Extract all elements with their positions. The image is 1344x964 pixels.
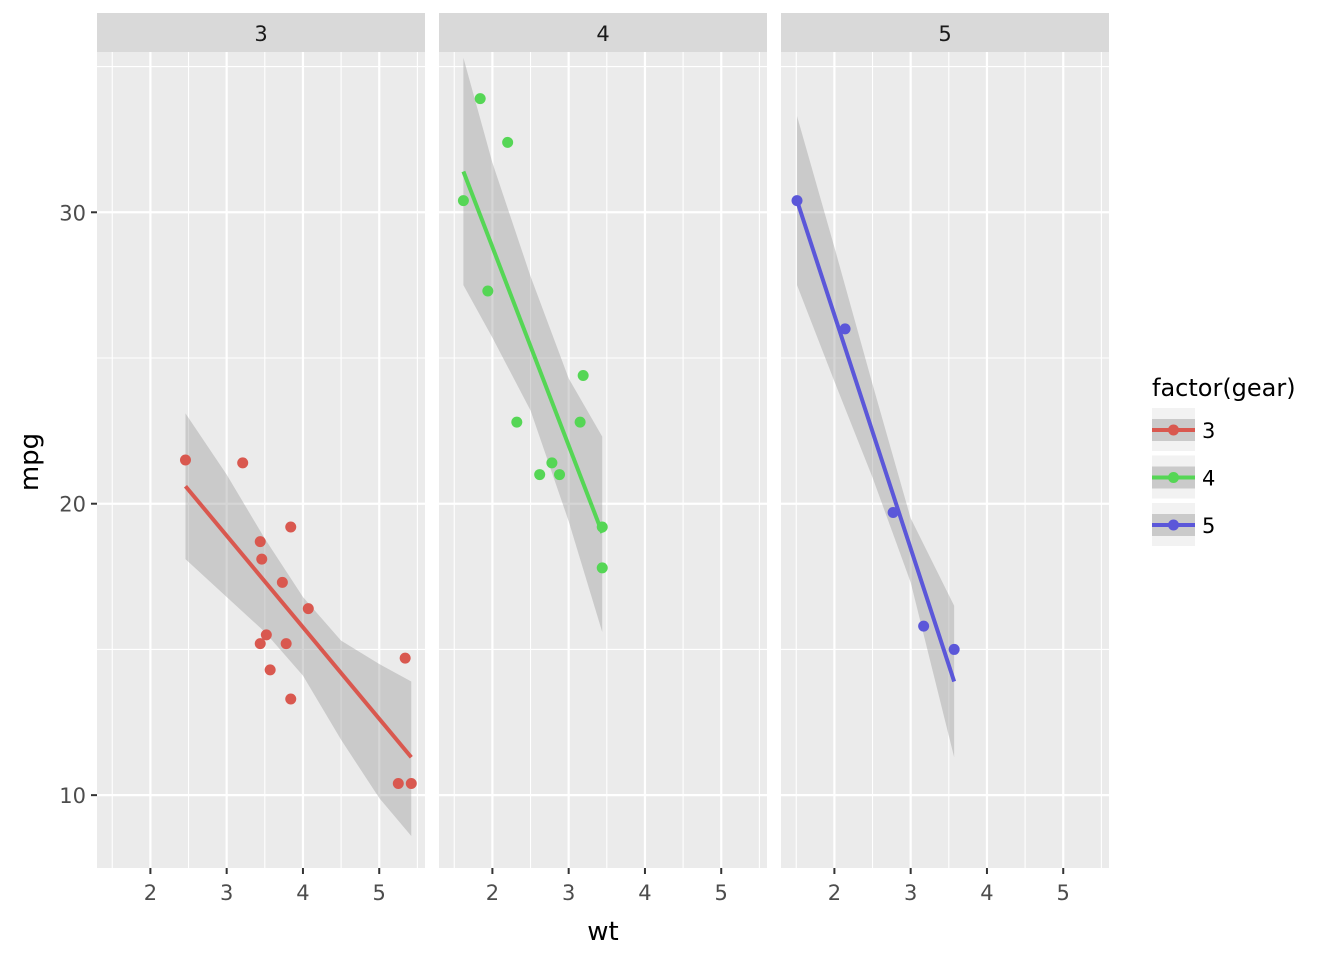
data-point [280,638,292,650]
y-tick-label: 10 [59,784,86,808]
data-point [256,553,268,565]
data-point [285,693,297,705]
data-point [511,416,523,428]
data-point [577,369,589,381]
data-point [534,469,546,481]
data-point [546,457,558,469]
y-tick-label: 30 [59,201,86,225]
data-point [554,469,566,481]
data-point [502,136,514,148]
data-point [264,664,276,676]
x-tick-label: 2 [486,881,499,905]
facet-strip-label: 4 [596,22,609,46]
y-axis-title: mpg [15,433,45,491]
x-tick-label: 3 [220,881,233,905]
x-tick-label: 4 [296,881,309,905]
legend-key-5: 5 [1152,503,1215,546]
facet-panel-4: 4 [439,13,767,868]
regression-line [461,170,605,534]
data-point [839,323,851,335]
data-point [948,643,960,655]
facet-panel-5: 5 [781,13,1109,868]
legend-key-4: 4 [1152,455,1215,499]
legend-label: 4 [1202,467,1215,491]
facet-panel-3: 3 [97,13,425,868]
x-tick-label: 3 [904,881,917,905]
panel-background [781,52,1109,868]
facet-strip-label: 5 [938,22,951,46]
x-tick-label: 4 [980,881,993,905]
y-tick-label: 20 [59,493,86,517]
legend-title: factor(gear) [1152,374,1296,402]
facet-strip [97,13,425,52]
confidence-ribbon [463,57,603,632]
legend-label: 5 [1202,514,1215,538]
facet-strip [781,13,1109,52]
data-point [482,285,494,297]
legend: factor(gear) 3 4 5 [1152,374,1296,546]
x-tick-label: 5 [373,881,386,905]
facet-strip [439,13,767,52]
x-axis: 2 3 4 5 2 3 4 5 2 3 4 5 [144,868,1070,905]
x-tick-label: 2 [144,881,157,905]
x-tick-label: 5 [715,881,728,905]
facet-strip-label: 3 [254,22,267,46]
data-point [179,454,191,466]
y-axis: 10 20 30 [59,201,97,808]
regression-line [795,200,957,683]
data-point [457,195,469,207]
regression-line [183,484,413,759]
data-point [392,777,404,789]
x-tick-label: 4 [638,881,651,905]
x-axis-title: wt [587,917,618,947]
data-point [285,521,297,533]
data-point [596,521,608,533]
data-point [254,536,266,548]
x-tick-label: 3 [562,881,575,905]
data-point [276,576,288,588]
data-point [596,562,608,574]
legend-label: 3 [1202,419,1215,443]
x-tick-label: 2 [828,881,841,905]
facet-panels: 3 4 5 [97,13,1109,868]
data-point [474,93,486,105]
data-point [237,457,249,469]
panel-background [97,52,425,868]
data-point [574,416,586,428]
legend-key-point [1168,424,1179,436]
data-point [918,620,930,632]
legend-key-3: 3 [1152,408,1215,451]
data-point [302,603,314,615]
panel-background [439,52,767,868]
data-point [791,195,803,207]
data-point [399,652,411,664]
data-point [405,777,417,789]
data-point [254,638,266,650]
legend-key-point [1168,519,1179,531]
data-point [887,506,899,518]
legend-keys: 3 4 5 [1152,408,1215,546]
data-point [260,629,272,641]
legend-key-point [1168,472,1179,483]
x-tick-label: 5 [1057,881,1070,905]
